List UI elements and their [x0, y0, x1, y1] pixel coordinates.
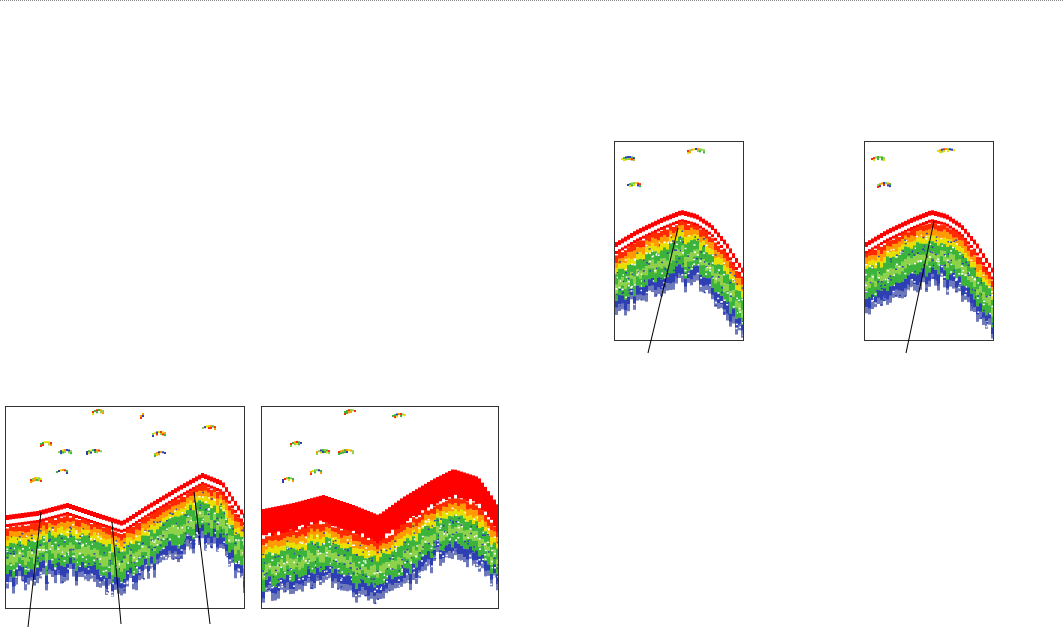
echogram-wide-filled	[262, 409, 498, 605]
fish-echo	[30, 477, 42, 483]
echogram-panel-zoom-a	[614, 141, 744, 341]
fish-echo	[877, 182, 891, 188]
fish-echo	[392, 413, 406, 419]
fish-echo	[282, 477, 294, 483]
fish-echo	[92, 409, 104, 415]
echogram-zoom-b	[865, 148, 993, 339]
fish-echo	[202, 425, 216, 431]
seabed-echo	[615, 210, 743, 338]
fish-echo	[86, 449, 102, 455]
seabed-echo	[865, 210, 993, 339]
fish-echo	[154, 451, 166, 457]
fish-echo	[627, 182, 641, 188]
seabed-echo	[262, 469, 498, 605]
leader-line-4	[647, 227, 679, 354]
seabed-echo	[6, 473, 244, 597]
fish-echo	[871, 156, 885, 162]
leader-line-1	[27, 511, 42, 628]
fish-echo	[152, 431, 166, 437]
fish-echo	[310, 469, 322, 475]
leader-line-2	[111, 521, 122, 625]
leader-line-5	[905, 220, 935, 354]
fish-echo	[290, 441, 302, 447]
fish-echo	[687, 148, 705, 154]
echogram-zoom-a	[615, 148, 743, 338]
fish-echo	[344, 409, 356, 415]
echogram-panel-zoom-b	[864, 141, 994, 341]
fish-echo	[338, 449, 354, 455]
leader-line-3	[193, 491, 211, 625]
echogram-wide-normal	[6, 409, 244, 597]
echogram-panel-wide-normal	[5, 406, 245, 609]
fish-echo	[40, 441, 52, 447]
fish-echo	[316, 449, 330, 455]
echogram-panel-wide-filled	[261, 406, 499, 609]
fish-echo	[56, 469, 68, 474]
fish-echo	[58, 449, 72, 455]
fish-echo	[937, 148, 955, 154]
top-dotted-rule	[0, 0, 1063, 1]
fish-echo	[140, 413, 144, 419]
fish-echo	[621, 156, 635, 162]
